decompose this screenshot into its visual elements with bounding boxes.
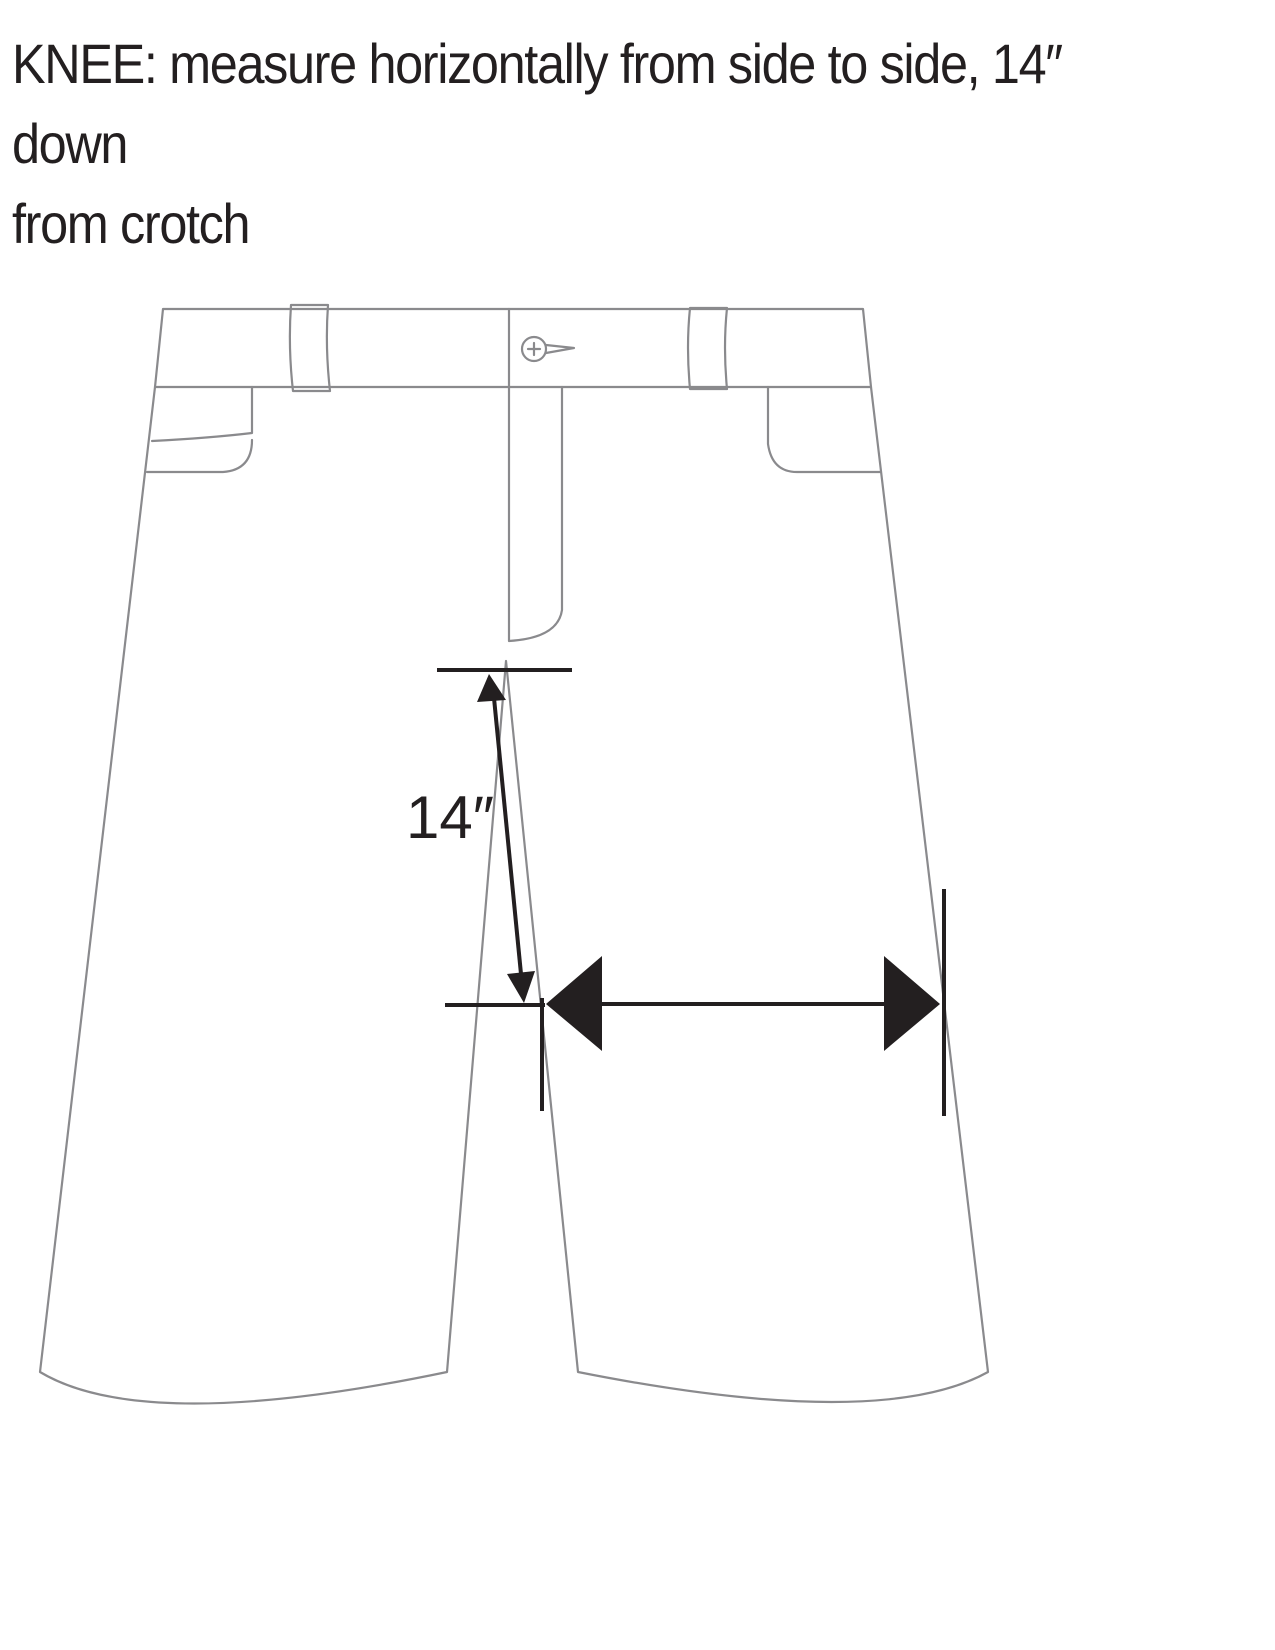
inseam-measure [437, 668, 572, 1007]
fly-placket [507, 385, 564, 643]
belt-loop-left [288, 303, 332, 393]
inseam-arrow-shaft [492, 697, 523, 975]
shorts-silhouette [38, 385, 990, 1405]
waistband [153, 307, 873, 389]
button-icon [520, 335, 576, 363]
instruction-heading: KNEE: measure horizontally from side to … [12, 24, 1137, 264]
shorts-outline [38, 303, 990, 1405]
inseam-arrow-up-icon [477, 674, 506, 702]
knee-arrow-right-icon [884, 956, 940, 1051]
knee-width-measure [540, 889, 946, 1116]
pocket-right [766, 385, 882, 474]
inseam-arrow-down-icon [507, 971, 535, 1003]
knee-arrow-left-icon [546, 956, 602, 1051]
instruction-line-1: KNEE: measure horizontally from side to … [12, 32, 1063, 175]
instruction-line-2: from crotch [12, 192, 251, 255]
belt-loop-right [686, 306, 729, 391]
pocket-left [145, 385, 254, 474]
inseam-dimension-label: 14″ [406, 784, 494, 851]
